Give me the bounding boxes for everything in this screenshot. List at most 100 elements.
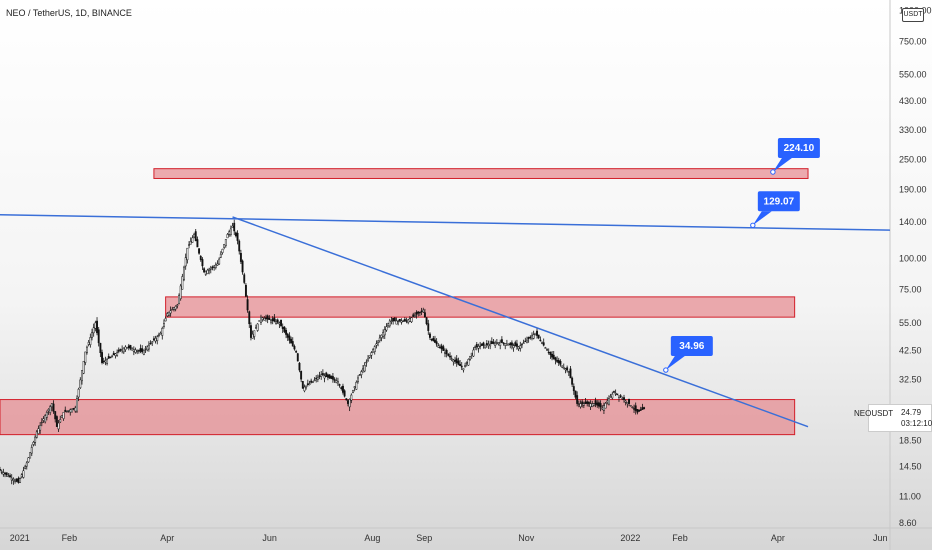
candle-body <box>549 352 552 356</box>
candle-body <box>2 472 5 475</box>
candle-body <box>574 390 577 398</box>
candle-body <box>417 311 420 314</box>
candle-body <box>82 361 85 374</box>
candle-body <box>147 344 150 350</box>
candle-body <box>280 319 283 327</box>
x-tick-label: Aug <box>364 533 380 543</box>
candle-body <box>432 337 435 342</box>
candle-body <box>86 346 88 353</box>
candle-body <box>204 270 207 275</box>
candle-body <box>149 342 152 345</box>
candle-body <box>387 323 390 327</box>
candle-body <box>290 338 293 344</box>
candle-body <box>92 327 95 334</box>
candle-body <box>412 314 415 317</box>
candle-body <box>408 318 411 322</box>
candle-body <box>238 240 241 252</box>
symbol-title[interactable]: NEO / TetherUS, 1D, BINANCE <box>6 8 132 18</box>
candle-body <box>129 345 132 349</box>
candle-body <box>258 320 261 322</box>
candle-body <box>151 341 154 344</box>
candle-body <box>375 343 378 346</box>
candle-body <box>39 425 42 431</box>
candle-body <box>34 436 37 443</box>
candle-body <box>236 232 239 241</box>
candle-body <box>116 352 119 356</box>
candle-body <box>492 341 495 344</box>
candle-body <box>559 361 562 365</box>
candle-body <box>239 252 242 262</box>
candle-body <box>188 244 190 246</box>
candle-body <box>19 478 22 483</box>
candle-body <box>233 222 236 232</box>
candle-body <box>604 403 607 409</box>
candle-body <box>156 336 159 341</box>
candle-body <box>89 337 92 345</box>
candle-body <box>308 383 311 385</box>
candle-body <box>633 408 635 410</box>
candle-body <box>626 402 629 404</box>
candle-body <box>509 342 512 345</box>
candle-body <box>576 395 579 404</box>
candle-body <box>567 371 570 373</box>
candle-body <box>435 341 438 345</box>
candle-body <box>484 344 487 349</box>
candle-body <box>286 333 289 338</box>
candle-body <box>634 405 637 411</box>
candle-body <box>301 380 304 389</box>
candle-body <box>84 351 87 363</box>
candle-body <box>256 323 259 331</box>
candle-body <box>111 355 114 358</box>
candle-body <box>296 353 299 362</box>
candle-body <box>77 388 80 398</box>
candle-body <box>226 234 229 239</box>
candle-body <box>564 368 567 371</box>
candle-body <box>99 342 102 354</box>
candle-body <box>377 340 380 343</box>
candle-body <box>178 295 180 305</box>
y-tick-label: 250.00 <box>899 155 927 165</box>
candle-body <box>599 403 602 408</box>
candle-body <box>193 234 196 238</box>
candle-body <box>249 325 252 338</box>
candle-body <box>383 329 386 336</box>
candle-body <box>388 320 391 327</box>
candle-body <box>109 356 112 359</box>
candle-body <box>423 312 426 318</box>
candle-body <box>169 310 172 314</box>
candle-body <box>532 334 535 339</box>
y-tick-label: 100.00 <box>899 253 927 263</box>
candle-body <box>459 363 462 366</box>
candle-body <box>159 332 162 335</box>
last-price: 24.79 <box>901 408 922 417</box>
candle-body <box>213 265 216 268</box>
candle-body <box>55 416 58 427</box>
candle-body <box>216 263 219 266</box>
candle-body <box>390 320 393 322</box>
candle-body <box>464 365 467 368</box>
candle-body <box>224 239 227 246</box>
candle-body <box>203 268 206 273</box>
candle-body <box>7 475 10 477</box>
candle-body <box>32 441 35 445</box>
candle-body <box>248 311 251 325</box>
candle-body <box>69 409 72 413</box>
currency-button[interactable]: USDT <box>902 8 924 22</box>
candle-body <box>173 307 175 310</box>
candle-body <box>526 339 528 343</box>
candle-body <box>355 381 358 390</box>
price-callout <box>670 336 713 357</box>
candle-body <box>119 349 122 351</box>
candle-body <box>372 349 375 353</box>
candle-body <box>25 462 28 467</box>
candle-body <box>542 342 545 346</box>
candle-body <box>628 399 630 404</box>
candle-body <box>407 319 410 323</box>
candle-body <box>261 317 264 320</box>
candle-body <box>439 347 441 349</box>
candle-body <box>469 355 472 360</box>
candle-body <box>591 403 594 407</box>
candle-body <box>253 330 256 337</box>
candle-body <box>586 401 589 404</box>
